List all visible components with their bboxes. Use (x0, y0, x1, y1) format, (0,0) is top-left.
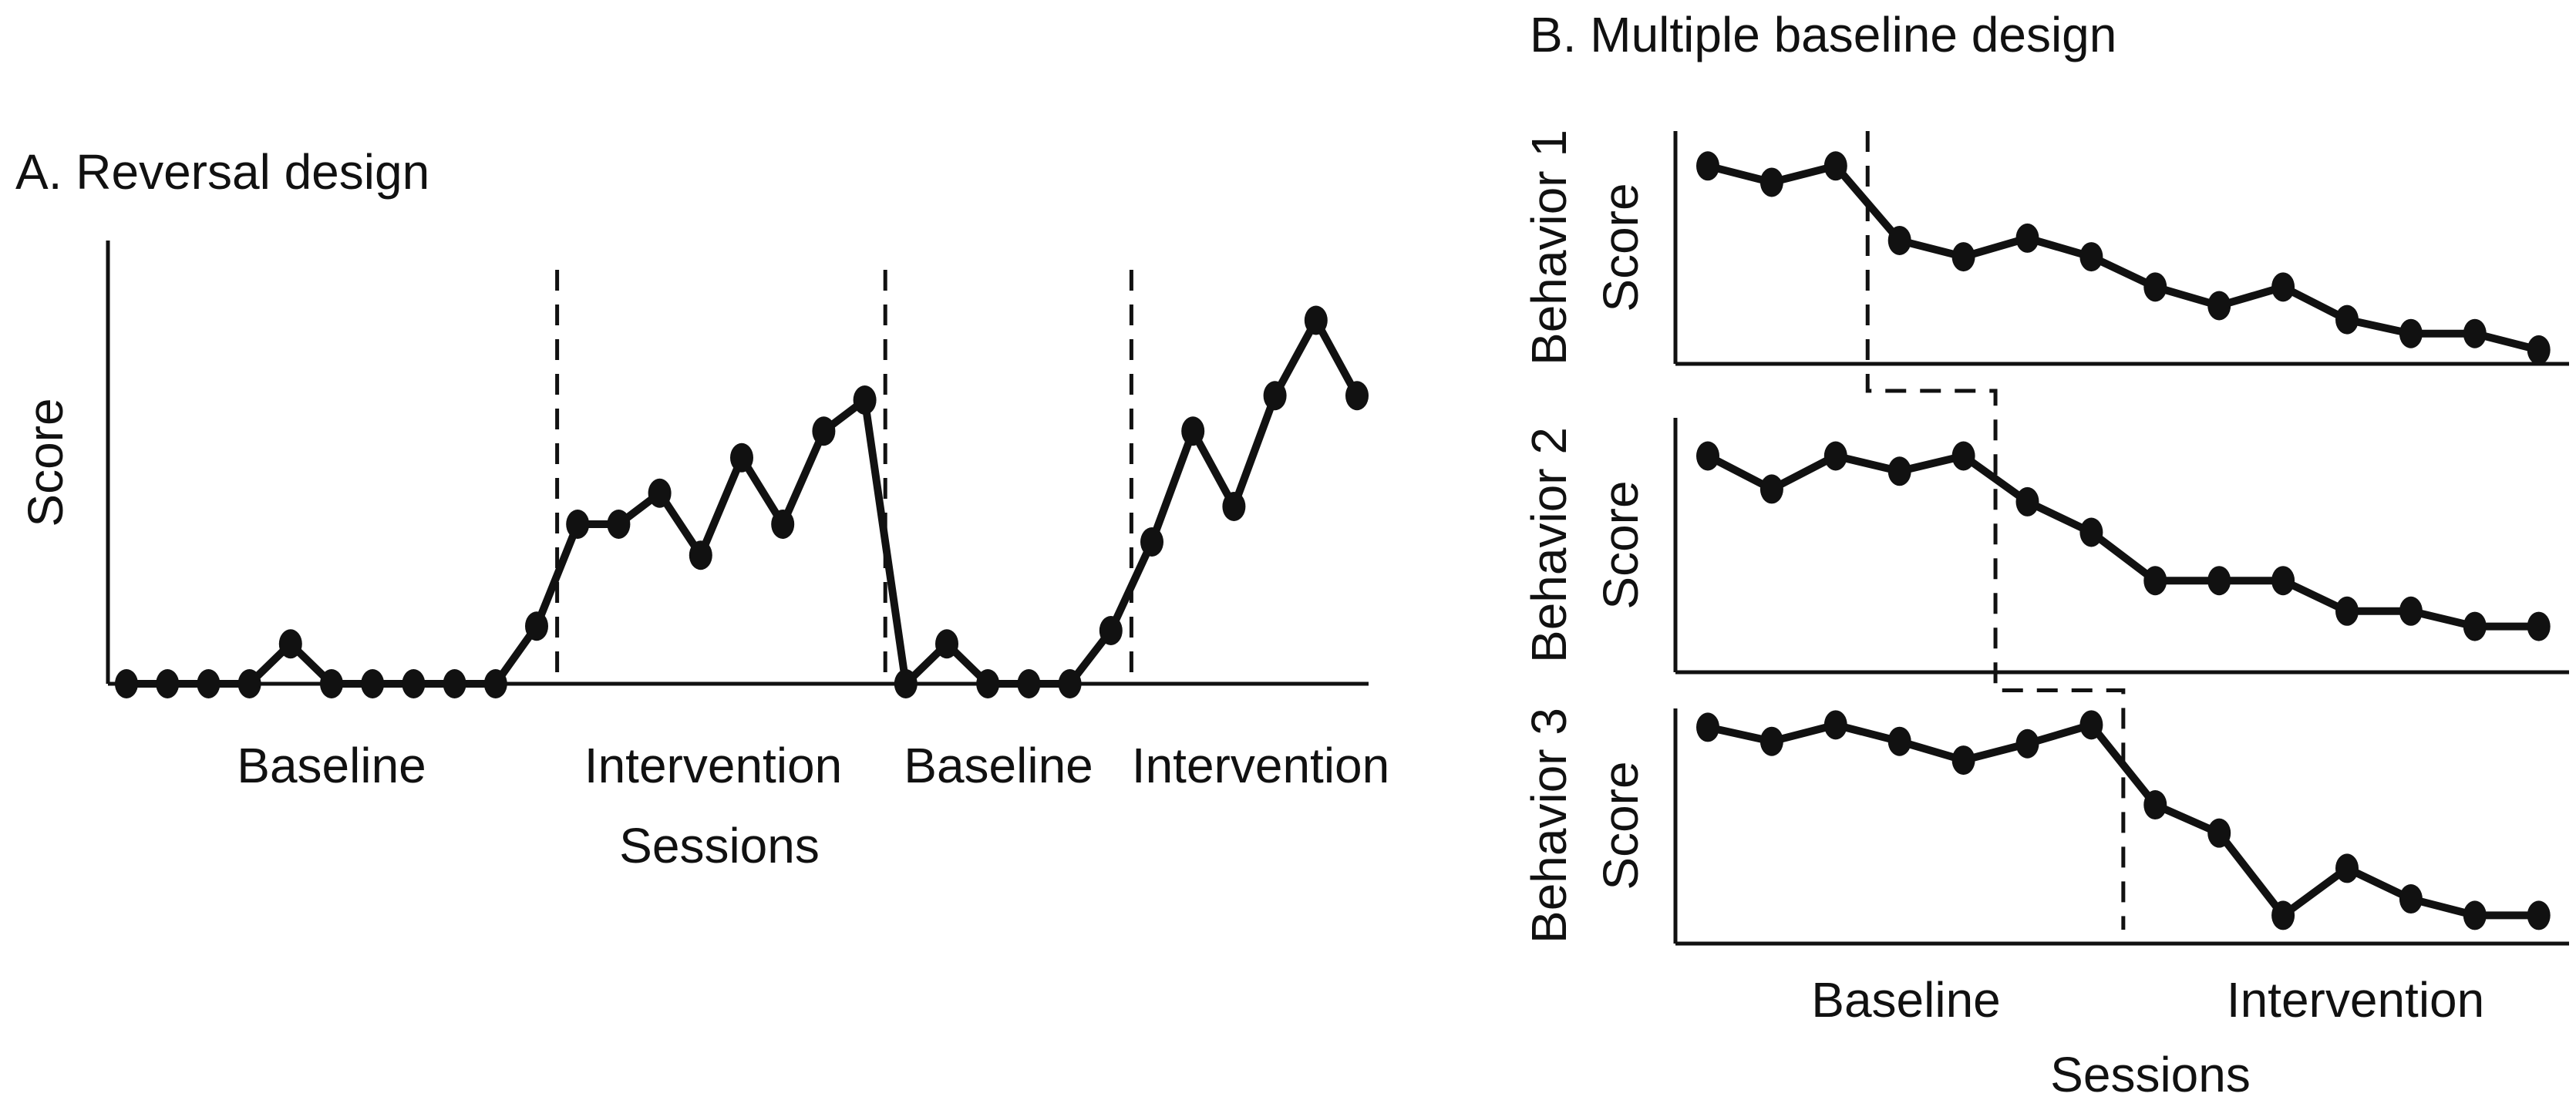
behavior-1-axis-label-block: Behavior 1 Score (1514, 130, 1657, 365)
behavior-3-data-point (2143, 790, 2167, 820)
reversal-data-point (197, 669, 221, 698)
panel-b-x-axis-label: Sessions (2050, 1047, 2251, 1103)
behavior-3-data-point (2527, 900, 2551, 930)
behavior-2-data-point (1823, 441, 1847, 471)
behavior-3-score-label: Score (1593, 761, 1648, 890)
reversal-data-point (278, 629, 302, 659)
behavior-2-data-point (2207, 566, 2231, 596)
behavior-3-data-point (2271, 900, 2295, 930)
behavior-1-score-label: Score (1593, 183, 1648, 312)
reversal-data-point (1017, 669, 1041, 698)
behavior-1-data-point (1887, 225, 1911, 255)
behavior-1-data-point (2271, 272, 2295, 302)
behavior-2-data-point (2143, 566, 2167, 596)
behavior-2-score-label: Score (1593, 480, 1648, 610)
reversal-data-point (730, 442, 753, 473)
behavior-3-data-point (2079, 710, 2103, 740)
reversal-data-point (443, 669, 466, 698)
reversal-data-point (115, 669, 138, 698)
reversal-data-point (812, 416, 836, 446)
behavior-1-data-point (2463, 318, 2487, 348)
behavior-2-data-point (1887, 456, 1911, 486)
panel-a-y-axis-label: Score (18, 398, 74, 527)
behavior-3-data-point (1823, 710, 1847, 740)
panel-b-phase-label-baseline: Baseline (1811, 972, 2001, 1028)
reversal-data-point (1345, 381, 1369, 411)
panel-a-phase-label-baseline-2: Baseline (904, 738, 1093, 794)
behavior-2-data-point (1951, 441, 1975, 471)
reversal-data-point (771, 510, 795, 539)
behavior-2-axis-label-block: Behavior 2 Score (1514, 427, 1657, 663)
reversal-data-point (853, 385, 877, 415)
reversal-data-point (1181, 416, 1205, 446)
behavior-3-data-point (2207, 818, 2231, 848)
behavior-1-data-point (2079, 242, 2103, 272)
panel-b-title: B. Multiple baseline design (1530, 7, 2117, 62)
reversal-data-point (648, 478, 672, 508)
behavior-1-data-point (1823, 151, 1847, 181)
behavior-1-data-point (1759, 167, 1783, 197)
behavior-2-row-label: Behavior 2 (1521, 427, 1578, 663)
behavior-2-data-point (1696, 441, 1719, 471)
behavior-1-data-point (1696, 151, 1719, 181)
multiple-baseline-staircase-dashed-line (1865, 131, 2126, 930)
behavior-1-data-point (2527, 335, 2551, 365)
behavior-2-data-point (1759, 474, 1783, 504)
reversal-data-point (156, 669, 180, 698)
behavior-1-data-point (1951, 242, 1975, 272)
behavior-1-data-point (2143, 272, 2167, 302)
behavior-3-data-point (2335, 853, 2359, 883)
panel-a-phase-label-baseline-1: Baseline (237, 738, 426, 794)
behavior-1-data-point (2335, 305, 2359, 335)
behavior-2-data-point (2399, 596, 2423, 626)
behavior-2-data-point (2015, 486, 2039, 516)
behavior-3-row-label: Behavior 3 (1521, 708, 1578, 944)
behavior-3-data-point (1887, 726, 1911, 756)
behavior-2-data-point (2335, 596, 2359, 626)
behavior-3-data-point (2463, 900, 2487, 930)
panel-a-x-axis-label: Sessions (619, 818, 820, 874)
behavior-3-data-point (1696, 712, 1719, 742)
reversal-data-point (402, 669, 426, 698)
behavior-3-axis-label-block: Behavior 3 Score (1514, 708, 1657, 944)
behavior-1-data-point (2015, 223, 2039, 253)
reversal-data-point (1304, 305, 1328, 335)
reversal-data-point (361, 669, 385, 698)
behavior-1-data-point (2207, 291, 2231, 321)
reversal-data-point (1099, 616, 1123, 645)
behavior-3-data-point (1951, 745, 1975, 776)
behavior-1-data-point (2399, 318, 2423, 348)
behavior-2-data-point (2079, 517, 2103, 547)
behavior-2-data-point (2463, 611, 2487, 641)
reversal-data-line (126, 316, 1361, 688)
panel-a-phase-label-intervention-1: Intervention (584, 738, 843, 794)
reversal-data-point (566, 510, 590, 539)
reversal-data-point (689, 540, 712, 570)
reversal-data-point (1263, 381, 1287, 411)
reversal-data-point (894, 669, 918, 698)
panel-b-phase-label-intervention: Intervention (2226, 972, 2485, 1028)
reversal-data-point (525, 611, 548, 641)
behavior-3-data-point (2015, 728, 2039, 759)
reversal-data-point (976, 669, 1000, 698)
panel-a-phase-label-intervention-2: Intervention (1131, 738, 1390, 794)
panel-a-title: A. Reversal design (15, 144, 430, 200)
behavior-3-data-point (2399, 884, 2423, 914)
reversal-data-point (1058, 669, 1082, 698)
reversal-data-point (1222, 492, 1246, 521)
behavior-1-row-label: Behavior 1 (1521, 130, 1578, 365)
behavior-3-data-point (1759, 726, 1783, 756)
reversal-data-point (607, 510, 631, 539)
reversal-data-point (237, 669, 261, 698)
behavior-2-data-point (2271, 566, 2295, 596)
reversal-data-point (483, 669, 507, 698)
reversal-data-point (935, 629, 958, 659)
reversal-data-point (1140, 527, 1163, 557)
behavior-2-data-point (2527, 611, 2551, 641)
reversal-data-point (320, 669, 343, 698)
